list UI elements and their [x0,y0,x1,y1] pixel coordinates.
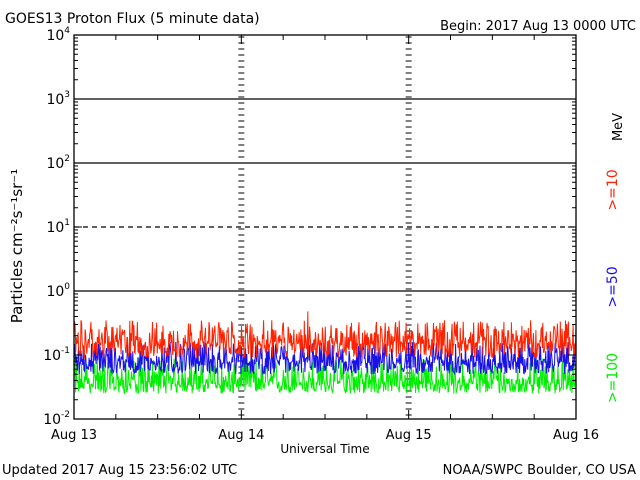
series-line-ge10 [73,311,577,360]
y-tick-label: 103 [46,90,70,108]
credit-label: NOAA/SWPC Boulder, CO USA [443,463,636,478]
legend-ge10: >=10 [605,169,621,210]
x-axis-label: Universal Time [280,442,369,456]
x-tick-label: Aug 15 [386,428,432,443]
x-tick-label: Aug 14 [218,428,264,443]
y-tick-label: 100 [46,282,70,300]
y-tick-label: 104 [46,26,70,44]
y-axis-label: Particles cm⁻²s⁻¹sr⁻¹ [8,169,26,323]
legend-ge50: >=50 [605,266,621,307]
legend-unit-label: MeV [611,113,626,141]
y-tick-label: 101 [46,218,70,236]
y-tick-label: 10-1 [43,346,70,364]
x-tick-label: Aug 16 [553,428,599,443]
series-line-ge50 [73,341,577,376]
updated-timestamp: Updated 2017 Aug 15 23:56:02 UTC [2,463,237,478]
plot-area: 10-2 10-1 100 101 102 103 104 Aug 13 Aug 14 Aug 1… [43,26,626,443]
legend-ge100: >=100 [605,353,621,403]
x-tick-label: Aug 13 [51,428,97,443]
chart-title: GOES13 Proton Flux (5 minute data) [5,11,260,27]
y-tick-label: 10-2 [43,410,70,428]
begin-date: Begin: 2017 Aug 13 0000 UTC [440,19,636,34]
series-line-ge100 [73,357,577,395]
y-tick-label: 102 [46,154,70,172]
